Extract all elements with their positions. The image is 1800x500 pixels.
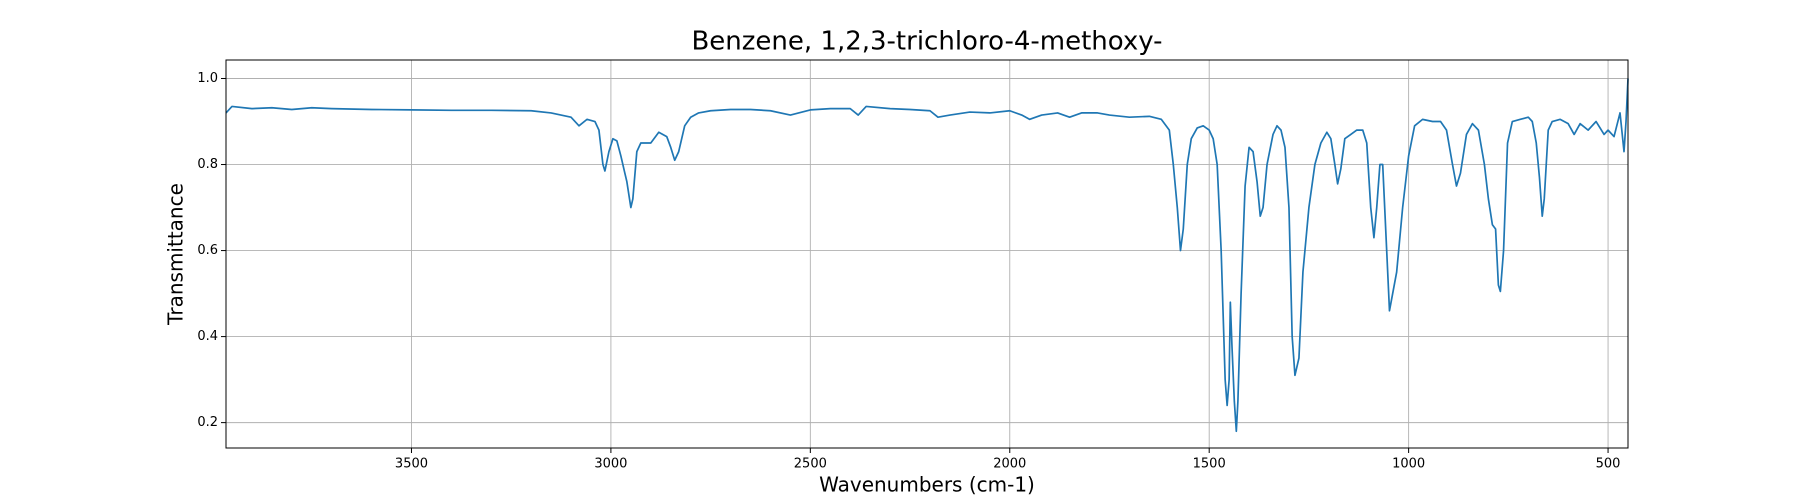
y-tick-label: 0.2 — [197, 415, 218, 430]
x-axis-label: Wavenumbers (cm-1) — [819, 473, 1035, 497]
y-tick-label: 0.4 — [197, 329, 218, 344]
x-tick-label: 2500 — [794, 457, 827, 472]
x-tick-label: 1500 — [1193, 457, 1226, 472]
y-axis-label: Transmittance — [164, 183, 188, 326]
plot-frame — [225, 59, 1629, 449]
chart-title: Benzene, 1,2,3-trichloro-4-methoxy- — [691, 27, 1162, 57]
x-tick-label: 3000 — [594, 457, 627, 472]
x-tick-label: 500 — [1596, 457, 1621, 472]
x-tick-label: 3500 — [395, 457, 428, 472]
y-tick-label: 1.0 — [197, 71, 218, 86]
y-tick-label: 0.8 — [197, 157, 218, 172]
y-tick-label: 0.6 — [197, 243, 218, 258]
x-tick-label: 2000 — [993, 457, 1026, 472]
x-tick-label: 1000 — [1392, 457, 1425, 472]
spectrum-line — [225, 78, 1629, 433]
